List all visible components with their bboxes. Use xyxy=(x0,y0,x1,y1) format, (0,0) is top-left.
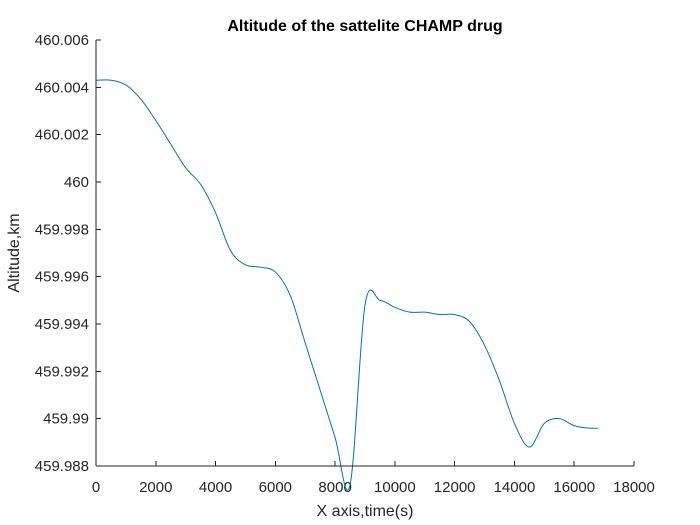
x-tick-label: 12000 xyxy=(434,479,476,496)
x-axis-ticks: 0 2000 4000 6000 8000 10000 12000 14000 16000 180… xyxy=(92,461,655,496)
chart-title: Altitude of the sattelite CHAMP drug xyxy=(227,18,502,35)
y-tick-label: 459.996 xyxy=(35,269,89,286)
y-tick-label: 459.994 xyxy=(35,316,89,333)
y-tick-label: 459.99 xyxy=(43,411,89,428)
y-axis-label: Altitude,km xyxy=(6,213,23,292)
x-tick-label: 0 xyxy=(92,479,100,496)
x-tick-label: 8000 xyxy=(318,479,351,496)
y-tick-label: 460.002 xyxy=(35,127,89,144)
series-line xyxy=(95,79,599,491)
x-tick-label: 10000 xyxy=(374,479,416,496)
y-tick-label: 459.992 xyxy=(35,363,89,380)
y-tick-label: 460.004 xyxy=(35,79,89,96)
x-tick-label: 18000 xyxy=(613,479,655,496)
y-tick-label: 459.998 xyxy=(35,221,89,238)
y-tick-label: 459.988 xyxy=(35,458,89,475)
y-tick-label: 460.006 xyxy=(35,32,89,49)
x-tick-label: 2000 xyxy=(139,479,172,496)
x-axis-label: X axis,time(s) xyxy=(317,503,414,520)
y-tick-label: 460 xyxy=(64,174,89,191)
y-axis-ticks: 459.988 459.99 459.992 459.994 459.996 459.99… xyxy=(35,32,101,475)
x-tick-label: 6000 xyxy=(259,479,292,496)
x-tick-label: 14000 xyxy=(494,479,536,496)
x-tick-label: 16000 xyxy=(553,479,595,496)
x-tick-label: 4000 xyxy=(199,479,232,496)
